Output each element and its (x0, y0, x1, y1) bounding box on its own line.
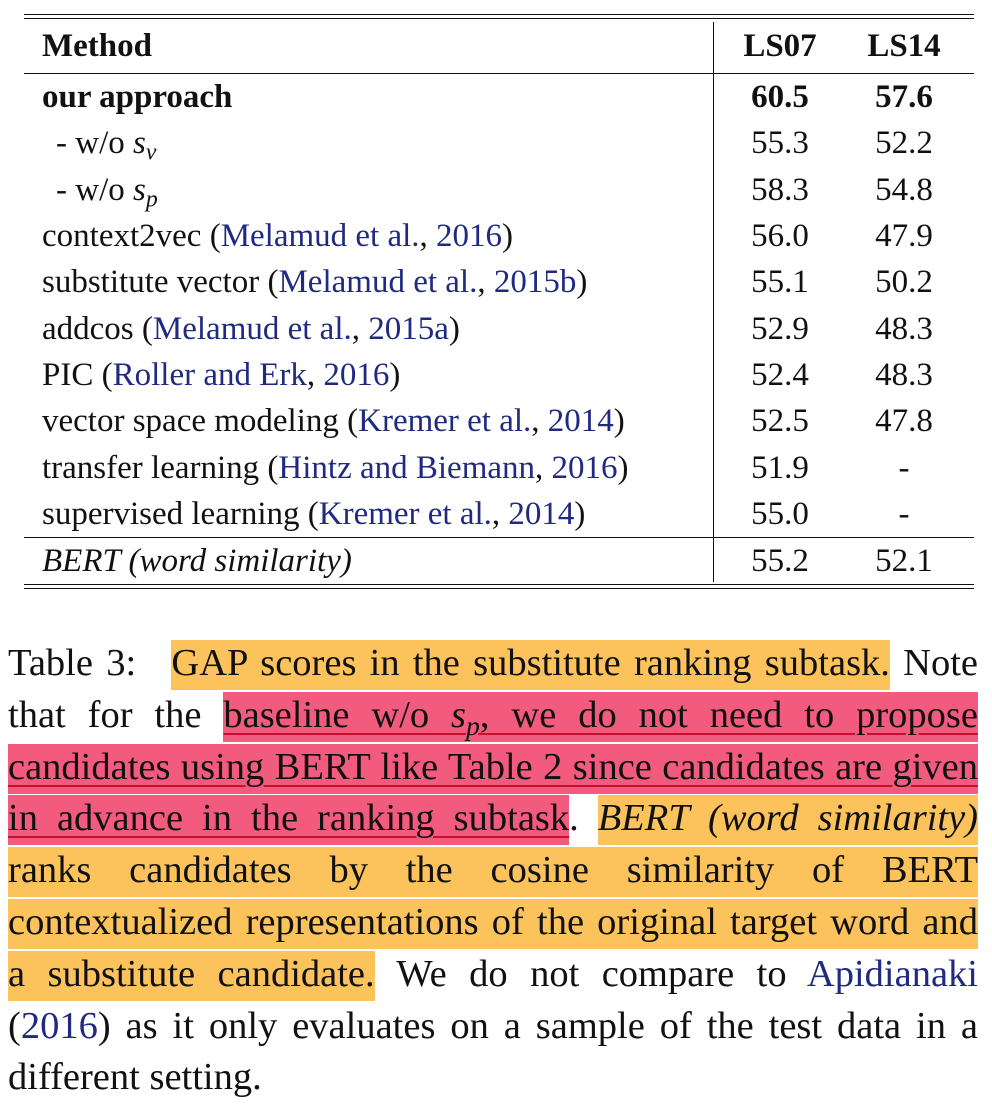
citation-year-link[interactable]: 2016 (323, 356, 390, 393)
header-ls07: LS07 (743, 28, 817, 64)
highlight-orange-1[interactable]: GAP scores in the substitute ranking sub… (171, 640, 890, 690)
ls07-cell: 51.9 (751, 449, 809, 486)
caption-paragraph: Table 3: GAP scores in the substitute ra… (8, 640, 978, 1099)
citation-year-link[interactable]: 2016 (551, 449, 618, 486)
table-row: substitute vector (Melamud et al., 2015b… (24, 259, 974, 305)
ls14-cell: - (898, 449, 910, 486)
ls14-cell: - (898, 495, 910, 532)
citation-year-link[interactable]: 2014 (547, 403, 614, 440)
citation-year-link[interactable]: 2015a (368, 310, 449, 347)
table-row: vector space modeling (Kremer et al., 20… (24, 398, 974, 444)
table-row: our approach 60.5 57.6 (24, 73, 974, 121)
ls07-cell: 52.9 (751, 310, 809, 347)
ls14-cell: 48.3 (875, 310, 933, 347)
table-row: BERT (word similarity) 55.2 52.1 (24, 536, 974, 585)
table-row: addcos (Melamud et al., 2015a) 52.9 48.3 (24, 305, 974, 351)
ls14-cell: 47.8 (875, 403, 933, 440)
variable-s: s (133, 171, 146, 208)
citation-link[interactable]: Melamud et al. (220, 218, 420, 255)
ls14-cell: 50.2 (875, 264, 933, 301)
results-table: Method LS07 LS14 our approach 60.5 57.6 … (24, 19, 974, 585)
ls14-cell: 57.6 (848, 73, 974, 121)
citation-link[interactable]: Hintz and Biemann (278, 449, 536, 486)
table-row: supervised learning (Kremer et al., 2014… (24, 491, 974, 538)
caption-label: Table 3: (8, 642, 137, 684)
subscript-p: p (145, 186, 158, 213)
ls14-cell: 47.9 (875, 218, 933, 255)
subscript-v: v (145, 140, 157, 167)
ls07-cell: 52.5 (751, 403, 809, 440)
method-cell: substitute vector (Melamud et al., 2015b… (42, 264, 588, 301)
ls07-cell: 56.0 (751, 218, 809, 255)
ls14-cell: 48.3 (875, 356, 933, 393)
ls14-cell: 52.2 (875, 125, 933, 162)
method-cell: - w/o sv (56, 125, 157, 167)
method-cell: BERT (word similarity) (24, 536, 732, 585)
highlight-red[interactable]: baseline w/o sp, we do not need to propo… (8, 691, 978, 846)
method-cell: addcos (Melamud et al., 2015a) (42, 310, 460, 347)
citation-link[interactable]: Melamud et al. (278, 264, 478, 301)
citation-year-link[interactable]: 2014 (508, 495, 575, 532)
ls07-cell: 55.3 (751, 125, 809, 162)
top-rule (24, 14, 974, 19)
table-row: context2vec (Melamud et al., 2016) 56.0 … (24, 213, 974, 259)
column-separator (713, 22, 714, 582)
citation-link[interactable]: Kremer et al. (358, 403, 532, 440)
citation-year-link[interactable]: 2015b (493, 264, 577, 301)
method-cell: PIC (Roller and Erk, 2016) (42, 356, 401, 393)
results-table-container: Method LS07 LS14 our approach 60.5 57.6 … (24, 14, 974, 590)
ls07-cell: 55.1 (751, 264, 809, 301)
header-method: Method (42, 28, 152, 64)
ls14-cell: 52.1 (848, 536, 974, 585)
table-header-row: Method LS07 LS14 (24, 19, 974, 74)
ls07-cell: 55.0 (751, 495, 809, 532)
table-row: - w/o sp 58.3 54.8 (24, 167, 974, 213)
method-cell: our approach (24, 73, 732, 121)
citation-link[interactable]: Melamud et al. (152, 310, 352, 347)
ls07-cell: 60.5 (732, 73, 848, 121)
table-row: - w/o sv 55.3 52.2 (24, 120, 974, 166)
method-cell: supervised learning (Kremer et al., 2014… (42, 495, 586, 532)
citation-link[interactable]: Roller and Erk (112, 356, 307, 393)
method-cell: context2vec (Melamud et al., 2016) (42, 218, 514, 255)
method-cell: - w/o sp (56, 171, 158, 213)
citation-year-link[interactable]: 2016 (436, 218, 503, 255)
citation-year-link[interactable]: 2016 (20, 1004, 98, 1047)
bottom-rule (24, 584, 974, 590)
ls14-cell: 54.8 (875, 171, 933, 208)
method-cell: transfer learning (Hintz and Biemann, 20… (42, 449, 629, 486)
ls07-cell: 55.2 (732, 536, 848, 585)
table-caption: Table 3: GAP scores in the substitute ra… (8, 638, 978, 1104)
header-ls14: LS14 (867, 28, 941, 64)
ls07-cell: 58.3 (751, 171, 809, 208)
ls07-cell: 52.4 (751, 356, 809, 393)
citation-link[interactable]: Apidianaki (806, 952, 978, 995)
method-cell: vector space modeling (Kremer et al., 20… (42, 403, 625, 440)
table-row: PIC (Roller and Erk, 2016) 52.4 48.3 (24, 352, 974, 398)
citation-link[interactable]: Kremer et al. (318, 495, 492, 532)
table-row: transfer learning (Hintz and Biemann, 20… (24, 444, 974, 490)
variable-s: s (133, 125, 146, 162)
